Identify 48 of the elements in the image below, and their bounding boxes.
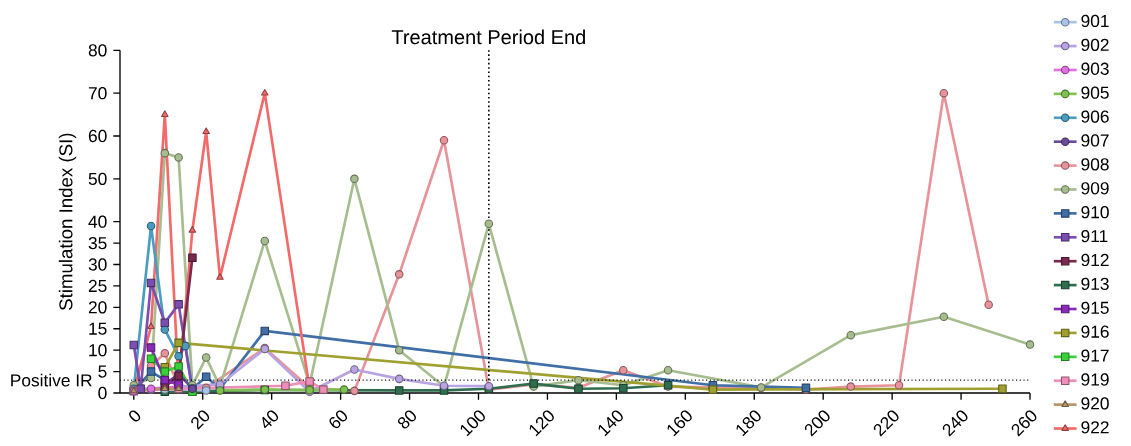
legend-label: 919 — [1081, 373, 1109, 386]
y-tick-label: 70 — [88, 87, 107, 100]
legend-label: 906 — [1081, 110, 1109, 123]
y-tick-label: 40 — [88, 215, 107, 228]
legend-label: 922 — [1081, 421, 1109, 434]
y-tick-label: 25 — [88, 279, 107, 293]
x-tick-label: 200 — [804, 410, 830, 437]
x-tick-label: 260 — [1011, 410, 1037, 437]
legend-label: 907 — [1081, 134, 1109, 147]
y-tick-label: 15 — [89, 322, 107, 335]
x-tick-label: 0 — [129, 410, 141, 422]
legend-label: 902 — [1081, 38, 1109, 51]
x-tick-label: 40 — [262, 410, 279, 429]
y-tick-label: 80 — [88, 44, 107, 57]
legend-label: 910 — [1081, 206, 1109, 219]
legend-label: 903 — [1081, 62, 1109, 75]
legend-label: 905 — [1081, 86, 1109, 99]
y-tick-label: 50 — [88, 172, 107, 185]
y-axis-title: Stimulation Index (SI) — [58, 133, 77, 311]
legend-label: 901 — [1081, 14, 1109, 28]
ref-line-label: Treatment Period End — [391, 29, 585, 45]
y-tick-label: 10 — [89, 344, 107, 357]
y-tick-label: 20 — [88, 301, 107, 314]
x-tick-label: 220 — [873, 410, 899, 437]
x-tick-label: 160 — [667, 410, 692, 437]
y-tick-label: 0 — [98, 386, 107, 400]
x-tick-label: 20 — [191, 410, 210, 430]
legend-label: 913 — [1081, 277, 1109, 291]
x-tick-label: 140 — [598, 410, 623, 437]
x-tick-label: 100 — [460, 410, 485, 437]
legend-label: 912 — [1081, 253, 1109, 267]
y-tick-label: 35 — [88, 236, 107, 250]
legend-label: 916 — [1081, 325, 1109, 338]
x-tick-label: 60 — [329, 410, 348, 429]
y-tick-label: 5 — [98, 365, 107, 378]
x-tick-label: 80 — [397, 410, 416, 429]
legend-label: 915 — [1081, 301, 1109, 314]
y-tick-label: 30 — [88, 258, 107, 271]
x-tick-label: 120 — [529, 410, 554, 437]
legend-label: 908 — [1081, 158, 1109, 171]
y-tick-label: 60 — [88, 129, 107, 143]
ref-line-label: Positive IR — [11, 373, 92, 387]
legend-label: 920 — [1081, 397, 1109, 410]
x-tick-label: 180 — [736, 410, 761, 437]
legend-label: 909 — [1081, 182, 1109, 195]
legend-label: 911 — [1081, 229, 1108, 243]
legend-label: 917 — [1081, 349, 1109, 362]
x-tick-label: 240 — [942, 410, 968, 437]
